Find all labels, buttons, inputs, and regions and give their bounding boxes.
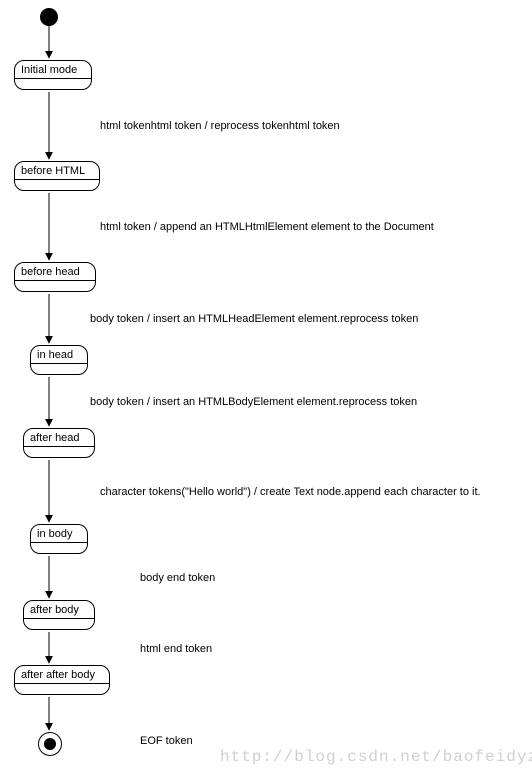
state-label: before head [15,263,95,280]
state-label: after body [24,601,94,618]
state-label: in body [31,525,87,542]
edge-label: body end token [140,572,215,584]
edge-label: html tokenhtml token / reprocess tokenht… [100,120,340,132]
node-separator [15,78,91,89]
state-label: Initial mode [15,61,91,78]
edge-label: html end token [140,643,212,655]
node-separator [15,179,99,190]
edge-label: character tokens("Hello world") / create… [100,486,481,498]
edge-label: body token / insert an HTMLBodyElement e… [90,396,417,408]
state-initial-mode: Initial mode [14,60,92,90]
state-after-after-body: after after body [14,665,110,695]
state-label: before HTML [15,162,99,179]
node-separator [31,363,87,374]
node-separator [15,683,109,694]
state-label: in head [31,346,87,363]
state-after-head: after head [23,428,95,458]
node-separator [31,542,87,553]
state-label: after after body [15,666,109,683]
node-separator [24,618,94,629]
state-after-body: after body [23,600,95,630]
arrows-layer [0,0,532,769]
end-node-inner [44,738,56,750]
start-node [40,8,58,26]
state-diagram: Initial mode before HTML before head in … [0,0,532,769]
end-node [38,732,62,756]
node-separator [15,280,95,291]
state-label: after head [24,429,94,446]
edge-label: EOF token [140,735,193,747]
state-before-html: before HTML [14,161,100,191]
edge-label: body token / insert an HTMLHeadElement e… [90,313,418,325]
state-in-head: in head [30,345,88,375]
watermark-text: http://blog.csdn.net/baofeidyz [220,748,532,766]
node-separator [24,446,94,457]
edge-label: html token / append an HTMLHtmlElement e… [100,221,434,233]
state-in-body: in body [30,524,88,554]
state-before-head: before head [14,262,96,292]
